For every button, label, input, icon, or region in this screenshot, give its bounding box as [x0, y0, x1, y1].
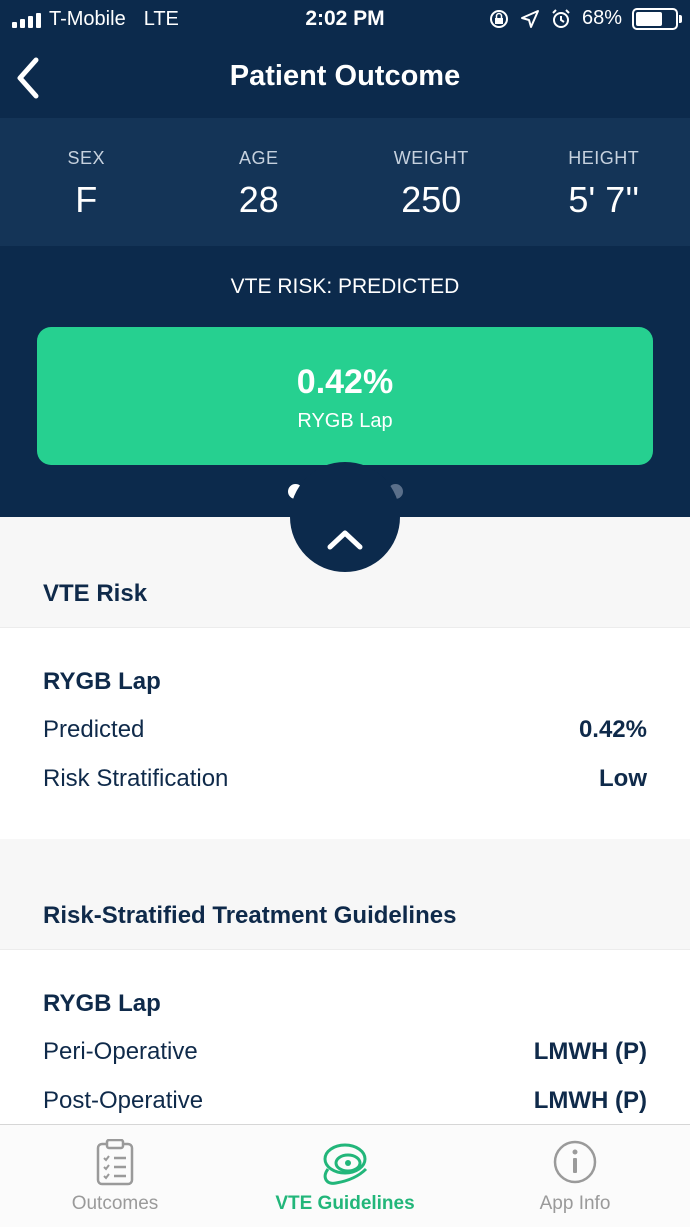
clipboard-checklist-icon	[96, 1139, 134, 1186]
page-title: Patient Outcome	[229, 60, 461, 92]
guidelines-row-post: Post-Operative LMWH (P)	[43, 1087, 647, 1115]
row-value: LMWH (P)	[533, 1038, 647, 1065]
stat-label: WEIGHT	[393, 148, 469, 168]
vte-risk-row-predicted: Predicted 0.42%	[43, 716, 647, 744]
guidelines-heading: Risk-Stratified Treatment Guidelines	[43, 902, 457, 929]
vte-guidelines-icon	[323, 1143, 368, 1185]
tab-bar: Outcomes VTE Guidelines App Info	[0, 1124, 690, 1227]
battery-percent: 68%	[581, 7, 622, 29]
info-icon	[553, 1140, 597, 1184]
status-bar: T-Mobile LTE 2:02 PM 68%	[0, 0, 690, 40]
row-value: LMWH (P)	[533, 1087, 647, 1114]
vte-risk-procedure: RYGB Lap	[43, 668, 161, 695]
risk-banner-title: VTE RISK: PREDICTED	[230, 275, 460, 298]
risk-card[interactable]: 0.42% RYGB Lap	[37, 327, 653, 465]
battery-fill	[636, 11, 662, 26]
navigation-bar: Patient Outcome	[0, 40, 690, 118]
stat-label: SEX	[67, 148, 106, 168]
orientation-lock-icon	[489, 9, 508, 28]
network-type: LTE	[143, 8, 179, 30]
tab-app-info[interactable]: App Info	[460, 1125, 690, 1227]
row-label: Risk Stratification	[43, 765, 229, 792]
stat-weight: WEIGHT 250	[345, 118, 518, 246]
vte-risk-heading: VTE Risk	[43, 580, 148, 607]
carrier-name: T-Mobile	[49, 8, 126, 30]
chevron-left-icon	[17, 57, 39, 99]
stat-height: HEIGHT 5' 7''	[518, 118, 690, 246]
stat-value: 5' 7''	[568, 179, 640, 220]
tab-vte-guidelines[interactable]: VTE Guidelines	[230, 1125, 460, 1227]
vte-risk-card: RYGB Lap Predicted 0.42% Risk Stratifica…	[0, 627, 690, 839]
tab-outcomes[interactable]: Outcomes	[0, 1125, 230, 1227]
alarm-icon	[552, 8, 570, 28]
stat-value: F	[75, 179, 98, 220]
risk-percentage: 0.42%	[296, 363, 394, 401]
stat-value: 250	[401, 179, 462, 220]
row-label: Peri-Operative	[43, 1038, 198, 1065]
row-value: Low	[599, 765, 647, 792]
signal-icon	[12, 12, 41, 28]
row-label: Predicted	[43, 716, 145, 743]
guidelines-procedure: RYGB Lap	[43, 990, 161, 1017]
back-button[interactable]	[12, 56, 44, 100]
chevron-up-icon	[327, 530, 363, 550]
guidelines-card: RYGB Lap Peri-Operative LMWH (P) Post-Op…	[0, 949, 690, 1124]
guidelines-row-peri: Peri-Operative LMWH (P)	[43, 1038, 647, 1066]
stat-value: 28	[238, 179, 279, 220]
stat-label: HEIGHT	[568, 148, 640, 168]
tab-label: Outcomes	[71, 1193, 159, 1214]
row-label: Post-Operative	[43, 1087, 204, 1114]
collapse-toggle-button[interactable]	[290, 462, 400, 572]
tab-label: VTE Guidelines	[275, 1193, 415, 1214]
battery-icon	[632, 7, 682, 30]
guidelines-header: Risk-Stratified Treatment Guidelines	[0, 839, 690, 949]
status-time: 2:02 PM	[305, 7, 385, 30]
row-value: 0.42%	[578, 716, 647, 743]
header-area: T-Mobile LTE 2:02 PM 68% Patient Outcome…	[0, 0, 690, 517]
vte-risk-row-stratification: Risk Stratification Low	[43, 765, 647, 793]
location-icon	[520, 9, 539, 28]
risk-procedure: RYGB Lap	[297, 410, 393, 432]
tab-label: App Info	[539, 1193, 611, 1214]
patient-stats: SEX F AGE 28 WEIGHT 250 HEIGHT 5' 7''	[0, 118, 690, 246]
stat-label: AGE	[238, 148, 279, 168]
stat-sex: SEX F	[0, 118, 173, 246]
stat-age: AGE 28	[173, 118, 346, 246]
